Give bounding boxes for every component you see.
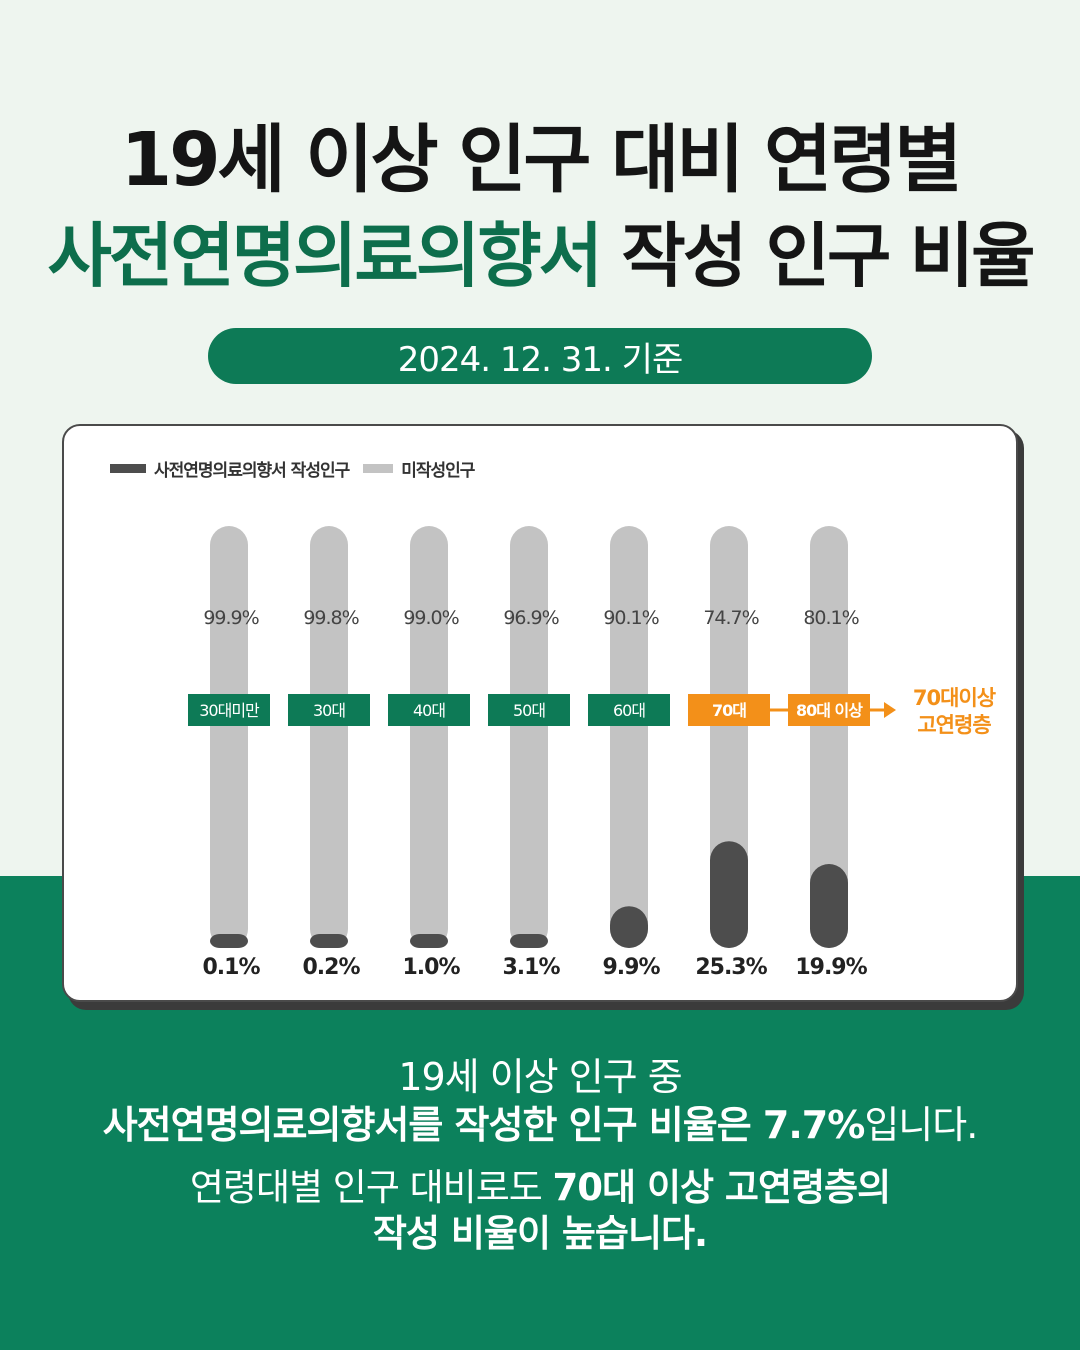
label-unwritten-6: 80.1% [803,607,858,629]
category-box-3 [488,694,570,726]
legend-swatch-unwritten [363,464,394,473]
bar-unwritten-1 [310,526,348,948]
annotation-line-1: 고연령층 [917,713,991,737]
category-box-2 [388,694,470,726]
footer-line-4: 작성 비율이 높습니다. [372,1212,708,1255]
category-label-0: 30대미만 [199,701,260,720]
category-box-0 [188,694,270,726]
bar-written-2 [410,934,448,948]
footer-line-2: 사전연명의료의향서를 작성한 인구 비율은 7.7%입니다. [0,1094,1080,1149]
label-written-6: 19.9% [795,955,867,980]
bar-written-6 [810,864,848,948]
legend-swatch-written [110,464,146,473]
category-label-3: 50대 [513,701,545,720]
label-written-5: 25.3% [695,955,767,980]
bar-written-5 [710,841,748,948]
category-box-4 [588,694,670,726]
date-badge: 2024. 12. 31. 기준 [208,328,872,384]
label-written-4: 9.9% [602,955,660,980]
bar-chart: 99.9% 0.1% 30대미만 99.8% 0.2% 30대 99.0% 1.0% 40대 96… [188,526,997,980]
bar-written-0 [210,934,248,948]
bar-unwritten-0 [210,526,248,948]
footer-line-1: 19세 이상 인구 중 [398,1055,682,1099]
annotation-line-0: 70대이상 [913,686,996,710]
legend-label-written: 사전연명의료의향서 작성인구 [154,461,350,481]
bar-unwritten-6 [810,526,848,948]
category-label-5: 70대 [712,701,746,720]
footer-line-3-bold: 70대 이상 고연령층의 [552,1166,892,1209]
bar-written-4 [610,906,648,948]
category-box-1 [288,694,370,726]
title-line-2: 사전연명의료의향서 작성 인구 비율 [0,200,1080,301]
title-line-1: 19세 이상 인구 대비 연령별 [120,117,963,203]
arrow-head [884,702,896,718]
label-written-2: 1.0% [402,955,460,980]
label-unwritten-4: 90.1% [603,607,658,629]
label-unwritten-1: 99.8% [303,607,358,629]
category-label-6: 80대 이상 [796,701,863,720]
footer-line-3-normal: 연령대별 인구 대비로도 [189,1166,553,1209]
bar-unwritten-3 [510,526,548,948]
label-unwritten-0: 99.9% [203,607,258,629]
bar-written-1 [310,934,348,948]
bar-unwritten-2 [410,526,448,948]
bar-unwritten-4 [610,526,648,948]
category-label-2: 40대 [413,701,445,720]
category-box-5 [688,694,770,726]
footer-line-3: 연령대별 인구 대비로도 70대 이상 고연령층의 [0,1157,1080,1211]
label-written-1: 0.2% [302,955,360,980]
footer-line-2-bold: 사전연명의료의향서를 작성한 인구 비율은 7.7% [102,1103,866,1147]
category-label-1: 30대 [313,701,345,720]
title-highlight: 사전연명의료의향서 [47,215,603,297]
bar-written-3 [510,934,548,948]
label-unwritten-5: 74.7% [703,607,758,629]
title-rest: 작성 인구 비율 [600,215,1035,297]
legend-label-unwritten: 미작성인구 [401,461,475,481]
label-written-0: 0.1% [202,955,260,980]
label-unwritten-2: 99.0% [403,607,458,629]
chart-legend: 사전연명의료의향서 작성인구 미작성인구 [110,456,488,481]
label-written-3: 3.1% [502,955,560,980]
legend-item-written: 사전연명의료의향서 작성인구 [110,456,350,481]
category-label-4: 60대 [613,701,645,720]
bar-unwritten-5 [710,526,748,948]
label-unwritten-3: 96.9% [503,607,558,629]
category-box-6 [788,694,870,726]
chart-card: 사전연명의료의향서 작성인구 미작성인구 99.9% 0.1% 30대미만 99.8%… [62,424,1018,1002]
legend-item-unwritten: 미작성인구 [363,456,475,481]
footer-line-2-normal: 입니다. [864,1103,978,1147]
